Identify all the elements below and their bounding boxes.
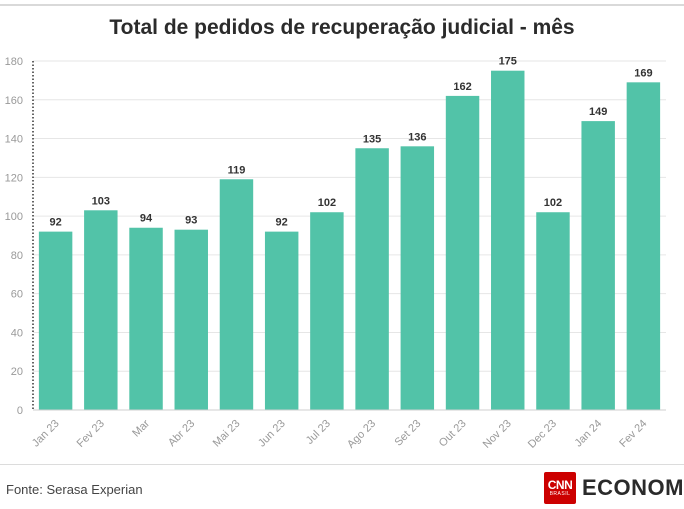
- x-tick-label: Ago 23: [345, 418, 378, 451]
- bar: [38, 231, 73, 410]
- x-tick-label: Set 23: [392, 418, 423, 449]
- chart-title: Total de pedidos de recuperação judicial…: [109, 16, 575, 39]
- data-label: 93: [185, 215, 197, 227]
- y-tick-label: 160: [5, 95, 23, 107]
- data-label: 175: [499, 56, 517, 68]
- x-tick-label: Out 23: [437, 418, 469, 450]
- x-tick-label: Mar: [130, 417, 152, 439]
- source-note: Fonte: Serasa Experian: [6, 482, 143, 497]
- bar: [536, 212, 570, 410]
- bar: [264, 231, 299, 410]
- cnn-brasil-logo: CNN BRASIL: [544, 472, 576, 504]
- bar: [355, 148, 389, 410]
- y-tick-label: 140: [5, 134, 23, 146]
- bar: [400, 146, 435, 411]
- y-tick-label: 80: [11, 250, 23, 262]
- brasil-logo-text: BRASIL: [549, 491, 571, 497]
- top-divider: [0, 4, 684, 6]
- x-tick-label: Dec 23: [526, 418, 559, 451]
- x-tick-label: Fev 23: [75, 418, 107, 450]
- x-tick-label: Fev 24: [617, 418, 649, 450]
- data-label: 162: [453, 81, 471, 93]
- x-tick-label: Jan 23: [30, 418, 62, 450]
- footer-divider: [0, 464, 684, 465]
- bar: [445, 95, 480, 411]
- economia-wordmark: ECONOMIA: [582, 475, 684, 501]
- bar: [219, 179, 254, 410]
- y-tick-label: 0: [17, 405, 23, 417]
- bar: [581, 121, 615, 410]
- bar: [129, 227, 163, 410]
- data-label: 103: [92, 195, 110, 207]
- x-tick-label: Nov 23: [481, 418, 514, 451]
- brand-logo: CNN BRASIL ECONOMIA: [544, 472, 684, 504]
- data-label: 92: [49, 217, 61, 229]
- data-label: 102: [318, 197, 336, 209]
- x-tick-label: Jul 23: [304, 418, 333, 447]
- x-tick-label: Mai 23: [211, 418, 243, 450]
- y-tick-label: 20: [11, 366, 23, 378]
- data-label: 119: [228, 164, 246, 176]
- y-tick-label: 120: [5, 172, 23, 184]
- bar: [84, 210, 118, 410]
- x-tick-label: Jun 23: [256, 418, 288, 450]
- x-tick-label: Jan 24: [572, 418, 604, 450]
- bar: [491, 70, 525, 410]
- data-label: 135: [363, 133, 381, 145]
- y-tick-label: 100: [5, 211, 23, 223]
- data-label: 169: [634, 67, 652, 79]
- data-label: 102: [544, 197, 562, 209]
- y-tick-label: 60: [11, 289, 23, 301]
- x-tick-label: Abr 23: [166, 418, 197, 449]
- y-tick-label: 40: [11, 327, 23, 339]
- bar: [310, 212, 344, 410]
- data-label: 92: [276, 217, 288, 229]
- cnn-logo-text: CNN: [547, 478, 573, 492]
- bar: [626, 82, 661, 411]
- economia-wordmark-text: ECONOMIA: [582, 475, 684, 500]
- bar: [174, 229, 208, 410]
- y-tick-label: 180: [5, 56, 23, 68]
- data-label: 136: [408, 131, 426, 143]
- data-label: 149: [589, 106, 607, 118]
- data-label: 94: [140, 213, 153, 225]
